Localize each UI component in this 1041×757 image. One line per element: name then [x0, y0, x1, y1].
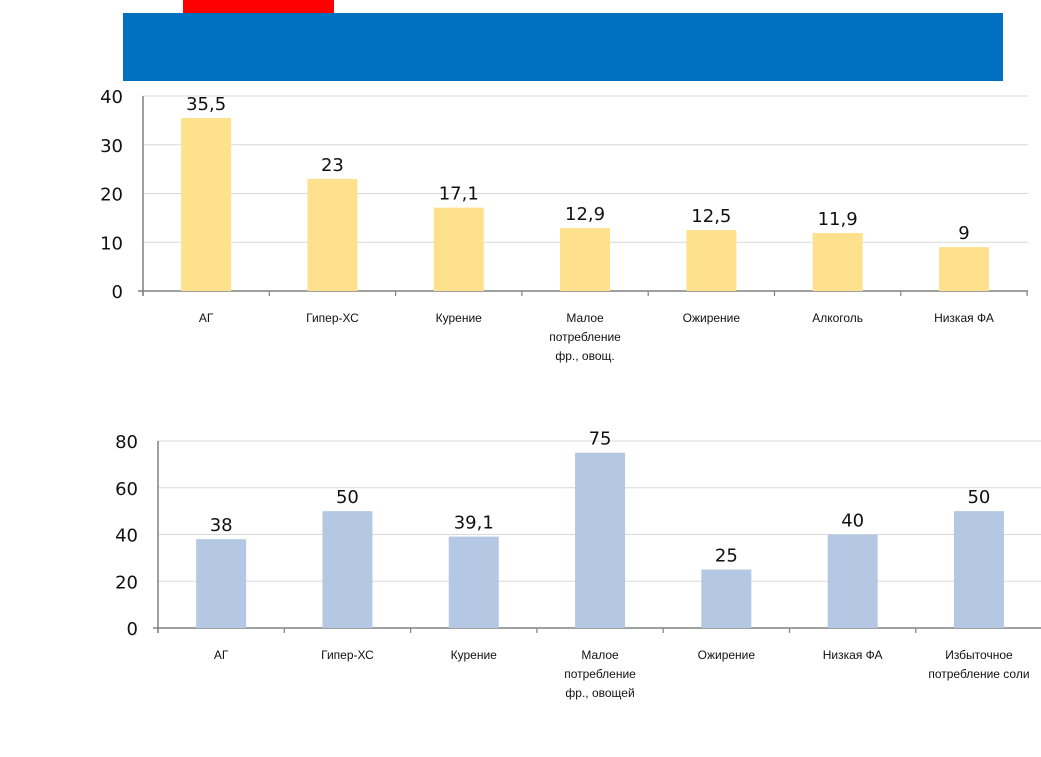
bar: [560, 228, 611, 291]
y-tick-label: 30: [100, 136, 123, 157]
data-label: 50: [967, 487, 990, 508]
category-label: фр., овощ.: [555, 349, 614, 363]
category-label: Гипер-ХС: [321, 648, 374, 662]
bar: [322, 511, 373, 628]
y-tick-label: 20: [100, 185, 123, 206]
bar: [701, 569, 752, 628]
data-label: 75: [589, 429, 612, 450]
y-tick-label: 20: [115, 572, 138, 593]
bar: [938, 247, 989, 291]
y-tick-label: 10: [100, 233, 123, 254]
data-label: 25: [715, 546, 738, 567]
y-tick-label: 60: [115, 479, 138, 500]
category-label: фр., овощей: [565, 686, 634, 700]
category-label: Курение: [451, 648, 498, 662]
data-label: 9: [958, 223, 969, 244]
category-label: АГ: [214, 648, 229, 662]
data-label: 35,5: [186, 94, 226, 115]
data-label: 39,1: [454, 513, 494, 534]
category-label: Малое: [566, 311, 604, 325]
category-label: Малое: [581, 648, 619, 662]
y-tick-label: 0: [127, 619, 138, 640]
y-tick-label: 80: [115, 432, 138, 453]
bar: [433, 207, 484, 291]
category-label: Избыточное: [945, 648, 1013, 662]
category-label: Ожирение: [698, 648, 756, 662]
bar-chart-top: 0 10 20 30 40 35,5 АГ 23 Гипер-ХС 17,1 Курение 12,9…: [100, 87, 1028, 363]
bar: [181, 117, 232, 291]
data-label: 12,9: [565, 204, 605, 225]
data-label: 11,9: [818, 209, 858, 230]
category-label: потребление: [549, 330, 621, 344]
category-label: Курение: [436, 311, 483, 325]
data-label: 38: [210, 515, 233, 536]
bar: [307, 178, 358, 291]
data-label: 50: [336, 487, 359, 508]
bar: [686, 230, 737, 291]
bar: [953, 511, 1004, 628]
bar-chart-bottom: 0 20 40 60 80 38 АГ 50 Гипер-ХС 39,1 Курение 75 Мало…: [115, 429, 1041, 700]
title-banner: [123, 13, 1003, 81]
category-label: потребление: [564, 667, 636, 681]
data-label: 23: [321, 155, 344, 176]
y-tick-label: 40: [100, 87, 123, 108]
data-label: 12,5: [691, 206, 731, 227]
data-label: 17,1: [439, 184, 479, 205]
bar: [448, 536, 499, 628]
category-label: Ожирение: [683, 311, 741, 325]
bar: [812, 232, 863, 291]
category-label: Низкая ФА: [934, 311, 994, 325]
bar: [575, 452, 626, 628]
data-label: 40: [841, 511, 864, 532]
red-header-tab: [183, 0, 334, 14]
category-label: Низкая ФА: [823, 648, 883, 662]
y-tick-label: 40: [115, 526, 138, 547]
bar: [196, 539, 247, 628]
bar: [827, 534, 878, 628]
category-label: АГ: [199, 311, 214, 325]
category-label: Гипер-ХС: [306, 311, 359, 325]
y-tick-label: 0: [112, 282, 123, 303]
category-label: Алкоголь: [812, 311, 863, 325]
category-label: потребление соли: [928, 667, 1029, 681]
